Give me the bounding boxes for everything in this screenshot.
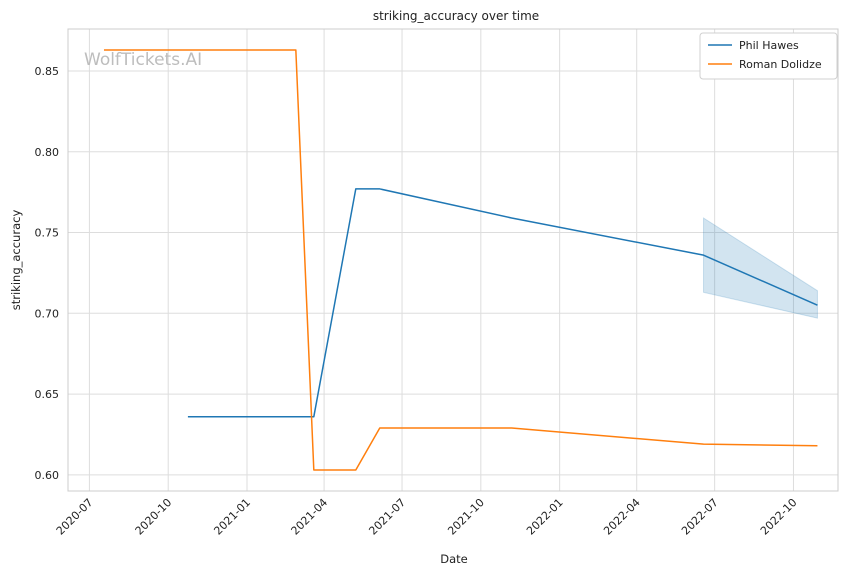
legend-label-phil-hawes: Phil Hawes [739,39,799,52]
x-tick-label: 2021-10 [445,496,487,538]
y-axis-ticks: 0.60 0.65 0.70 0.75 0.80 0.85 [35,65,60,482]
grid [68,29,838,491]
y-tick-label: 0.65 [35,388,60,401]
x-tick-label: 2021-04 [289,496,331,538]
x-tick-label: 2022-01 [524,496,566,538]
series-line [187,188,818,418]
x-axis-ticks: 2020-07 2020-10 2021-01 2021-04 2021-07 2021-… [54,496,800,538]
y-axis-label: striking_accuracy [9,210,23,311]
legend-box [699,32,838,80]
x-tick-label: 2020-10 [133,496,175,538]
x-tick-label: 2022-10 [758,496,800,538]
legend: Phil Hawes Roman Dolidze [699,32,838,80]
y-tick-label: 0.80 [35,146,60,159]
x-axis-label: Date [440,552,468,566]
chart-title: striking_accuracy over time [373,9,539,23]
y-tick-label: 0.60 [35,469,60,482]
y-tick-label: 0.85 [35,65,60,78]
series-line [103,49,818,471]
legend-label-roman-dolidze: Roman Dolidze [739,58,822,71]
x-tick-label: 2021-01 [211,496,253,538]
x-tick-label: 2022-04 [601,496,643,538]
plot-frame [67,28,839,492]
x-tick-label: 2022-07 [679,496,721,538]
x-tick-label: 2020-07 [54,496,96,538]
series-lines [103,49,818,471]
y-tick-label: 0.70 [35,307,60,320]
x-tick-label: 2021-07 [366,496,408,538]
y-tick-label: 0.75 [35,227,60,240]
watermark-text: WolfTickets.AI [84,50,202,70]
